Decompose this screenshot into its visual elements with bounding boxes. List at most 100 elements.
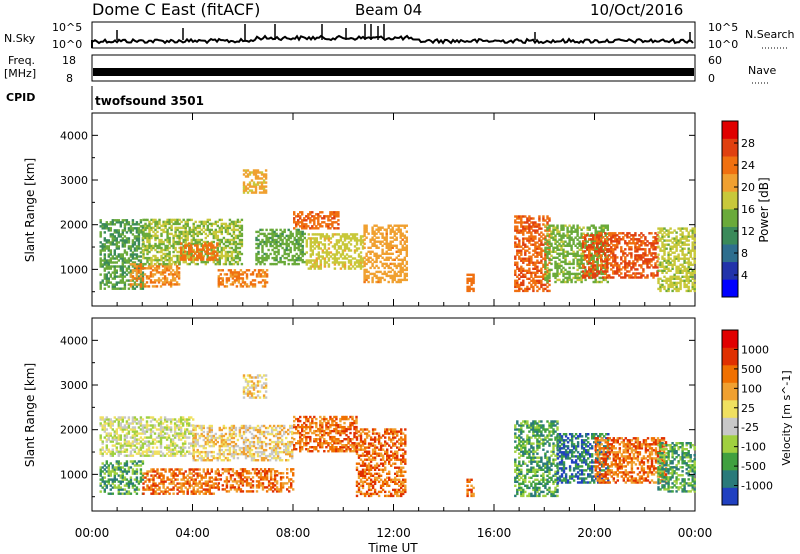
data-cell [667,279,670,283]
data-cell [538,287,541,291]
data-cell [279,260,282,264]
data-cell [230,220,234,224]
data-cell [556,248,559,252]
data-cell [121,265,125,268]
data-cell [602,278,605,282]
data-cell [220,224,224,228]
data-cell [313,215,316,218]
data-cell [202,244,205,247]
data-cell [554,280,557,284]
data-cell [466,281,469,285]
data-cell [105,484,109,487]
data-cell [142,234,145,238]
data-cell [99,484,102,487]
data-cell [228,250,232,254]
data-cell [654,262,657,265]
data-cell [518,231,521,234]
data-cell [371,272,374,276]
data-cell [113,277,117,280]
data-cell [159,285,163,288]
data-cell [663,249,666,252]
data-cell [669,247,672,250]
data-cell [329,223,332,226]
data-cell [135,223,139,226]
data-cell [584,278,587,282]
freq-trace [93,68,694,76]
data-cell [472,281,475,285]
data-cell [101,470,104,473]
data-cell [222,226,226,230]
data-cell [111,464,115,467]
data-cell [123,225,127,228]
data-cell [375,246,378,250]
data-cell [182,224,185,228]
data-cell [243,271,247,274]
data-cell [542,275,545,279]
data-cell [391,236,394,239]
data-cell [250,179,254,182]
data-cell [665,281,668,285]
data-cell [169,271,173,274]
data-cell [646,264,649,267]
data-cell [357,253,361,256]
data-cell [179,438,183,441]
data-cell [564,268,567,272]
data-cell [198,238,201,242]
data-cell [231,271,235,274]
data-cell [178,262,181,266]
data-cell [119,233,123,236]
data-cell [612,248,615,251]
data-cell [173,444,177,447]
data-cell [127,241,131,244]
data-cell [626,264,629,267]
data-cell [163,279,167,282]
data-cell [562,250,565,254]
data-cell [592,236,595,239]
data-cell [119,287,123,290]
data-cell [105,480,109,483]
data-cell [141,450,145,453]
data-cell [190,252,193,256]
data-cell [151,281,155,284]
data-cell [305,225,308,228]
data-cell [628,264,631,267]
data-cell [594,254,597,258]
data-cell [381,264,384,268]
data-cell [693,231,696,234]
data-cell [287,254,290,258]
data-cell [337,233,341,236]
data-cell [109,257,113,260]
data-cell [393,272,396,276]
data-cell [180,254,183,258]
data-cell [632,238,635,241]
data-cell [610,232,613,235]
data-cell [222,222,226,226]
data-cell [137,227,141,230]
data-cell [532,229,535,232]
data-cell [226,226,230,230]
data-cell [101,440,104,443]
data-cell [113,271,117,274]
data-cell [526,221,529,224]
data-cell [671,231,674,234]
data-cell [393,244,396,248]
colorbar-tick-label: 12 [741,225,755,238]
data-cell [127,480,131,483]
data-cell [572,262,575,266]
data-cell [578,242,581,246]
data-cell [234,244,238,248]
data-cell [691,229,694,232]
data-cell [123,464,127,467]
data-cell [299,225,302,228]
data-cell [105,227,109,230]
data-cell [163,267,167,270]
data-cell [534,279,537,283]
data-cell [373,260,376,264]
data-cell [190,254,193,258]
data-cell [548,229,551,232]
data-cell [240,252,244,256]
data-cell [588,238,591,241]
data-cell [133,444,137,447]
data-cell [242,169,246,172]
data-cell [129,478,133,481]
